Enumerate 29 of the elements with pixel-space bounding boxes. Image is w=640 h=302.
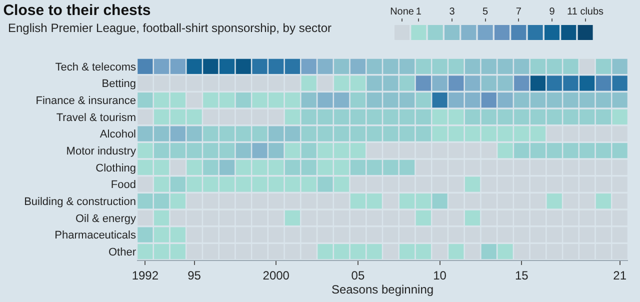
color-bar-label: 5 [482,6,489,18]
x-tick-label: 21 [613,268,627,282]
y-tick-label: Food [110,179,136,192]
y-tick-label: Travel & tourism [56,112,136,124]
y-tick-label: Pharmaceuticals [54,230,136,242]
y-tick-label: Other [108,246,136,258]
y-tick-label: Finance & insurance [36,94,136,107]
color-bar-label: 3 [449,6,456,18]
x-tick-label: 15 [514,268,529,282]
chart-subtitle: English Premier League, football-shirt sponsorship, by sector [8,21,332,35]
y-tick-label: Tech & telecoms [55,61,136,74]
color-bar-label: 7 [516,6,522,18]
color-bar-label: 1 [416,6,422,18]
x-tick-label: 10 [433,268,447,282]
y-tick-label: Betting [102,78,136,90]
y-tick-label: Oil & energy [75,212,136,225]
y-tick-label: Motor industry [66,145,136,158]
x-tick-label: 05 [351,268,365,282]
y-tick-label: Alcohol [100,128,136,141]
x-tick-label: 95 [188,268,202,282]
color-bar-label: 9 [549,6,556,18]
x-axis-title: Seasons beginning [331,282,434,296]
chart-title: Close to their chests [3,2,151,20]
color-bar-label: 11 clubs [567,6,604,18]
y-tick-label: Building & construction [24,196,136,208]
x-tick-label: 1992 [132,268,159,282]
y-tick-label: Clothing [96,162,136,174]
x-tick-label: 2000 [262,268,290,282]
color-bar-label: None [390,6,414,18]
